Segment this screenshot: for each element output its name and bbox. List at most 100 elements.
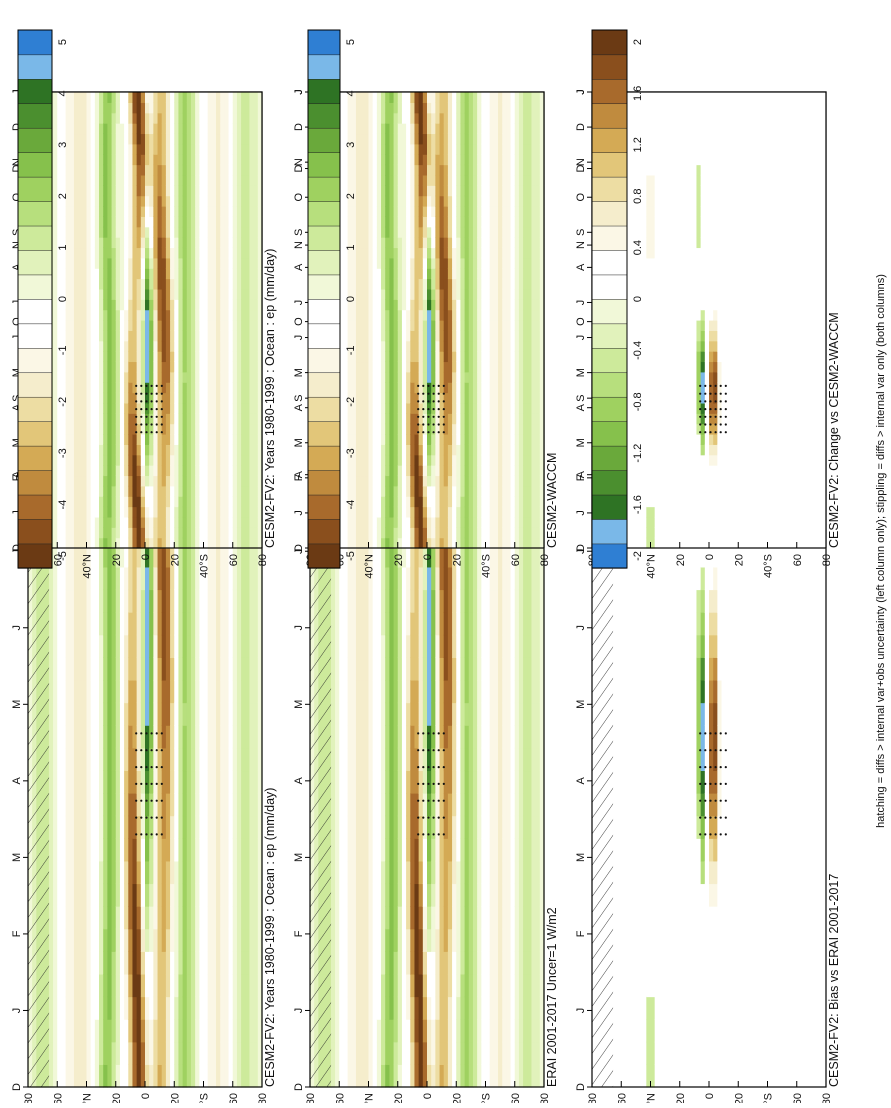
field-cell [149,268,154,279]
field-cell [191,310,196,321]
field-cell [95,92,100,103]
field-cell [74,974,79,997]
field-cell [53,1042,58,1065]
field-cell [183,299,188,310]
field-cell [178,382,183,393]
field-cell [120,268,125,279]
field-cell [195,341,200,352]
field-cell [241,538,246,549]
field-cell [99,113,104,124]
field-cell [183,475,188,486]
field-cell [128,165,133,176]
field-cell [145,465,150,476]
field-cell [145,590,150,613]
field-cell [237,496,242,507]
field-cell [120,289,125,300]
field-cell [195,206,200,217]
stipple-dot [145,732,147,734]
field-cell [166,861,171,884]
field-cell [166,465,171,476]
field-cell [241,680,246,703]
field-cell [233,793,238,816]
field-cell [158,165,163,176]
field-cell [216,279,221,290]
field-cell [87,310,92,321]
field-cell [61,906,66,929]
field-cell [103,861,108,884]
field-cell [183,612,188,635]
field-cell [229,113,234,124]
field-cell [82,133,87,144]
field-cell [233,258,238,269]
field-cell [141,247,146,258]
field-cell [162,486,167,497]
field-cell [229,154,234,165]
field-cell [95,1064,100,1087]
field-cell [191,567,196,590]
field-cell [87,725,92,748]
field-cell [178,906,183,929]
field-cell [107,486,112,497]
field-cell [212,725,217,748]
field-cell [174,341,179,352]
field-cell [61,883,66,906]
field-cell [120,175,125,186]
field-cell [178,299,183,310]
field-cell [208,393,213,404]
field-cell [195,330,200,341]
field-cell [82,424,87,435]
field-cell [78,527,83,538]
field-cell [187,1042,192,1065]
field-cell [162,351,167,362]
lat-tick-label: 60 [52,1093,64,1103]
field-cell [178,793,183,816]
field-cell [178,748,183,771]
field-cell [220,310,225,321]
field-cell [153,341,158,352]
field-cell [183,206,188,217]
field-cell [78,144,83,155]
field-cell [229,330,234,341]
field-cell [132,770,137,793]
field-cell [141,1019,146,1042]
field-cell [204,929,209,952]
field-cell [174,133,179,144]
field-cell [107,748,112,771]
field-cell [204,268,209,279]
field-cell [112,748,117,771]
field-cell [49,883,54,906]
field-cell [49,590,54,613]
field-cell [120,382,125,393]
field-cell [120,413,125,424]
field-cell [183,906,188,929]
field-cell [91,475,96,486]
field-cell [137,816,142,839]
field-cell [237,279,242,290]
field-cell [78,1064,83,1087]
field-cell [195,816,200,839]
field-cell [249,517,254,528]
field-cell [82,175,87,186]
field-cell [178,951,183,974]
field-cell [245,185,250,196]
field-cell [128,951,133,974]
field-cell [66,770,71,793]
field-cell [116,496,121,507]
field-cell [174,92,179,103]
field-cell [199,247,204,258]
field-cell [132,951,137,974]
field-cell [162,258,167,269]
field-cell [178,567,183,590]
field-cell [66,216,71,227]
field-cell [149,527,154,538]
field-cell [137,268,142,279]
field-cell [254,144,259,155]
field-cell [166,289,171,300]
field-cell [245,372,250,383]
field-cell [166,1019,171,1042]
field-cell [128,434,133,445]
field-cell [199,393,204,404]
field-cell [153,793,158,816]
field-cell [95,517,100,528]
field-cell [132,1064,137,1087]
